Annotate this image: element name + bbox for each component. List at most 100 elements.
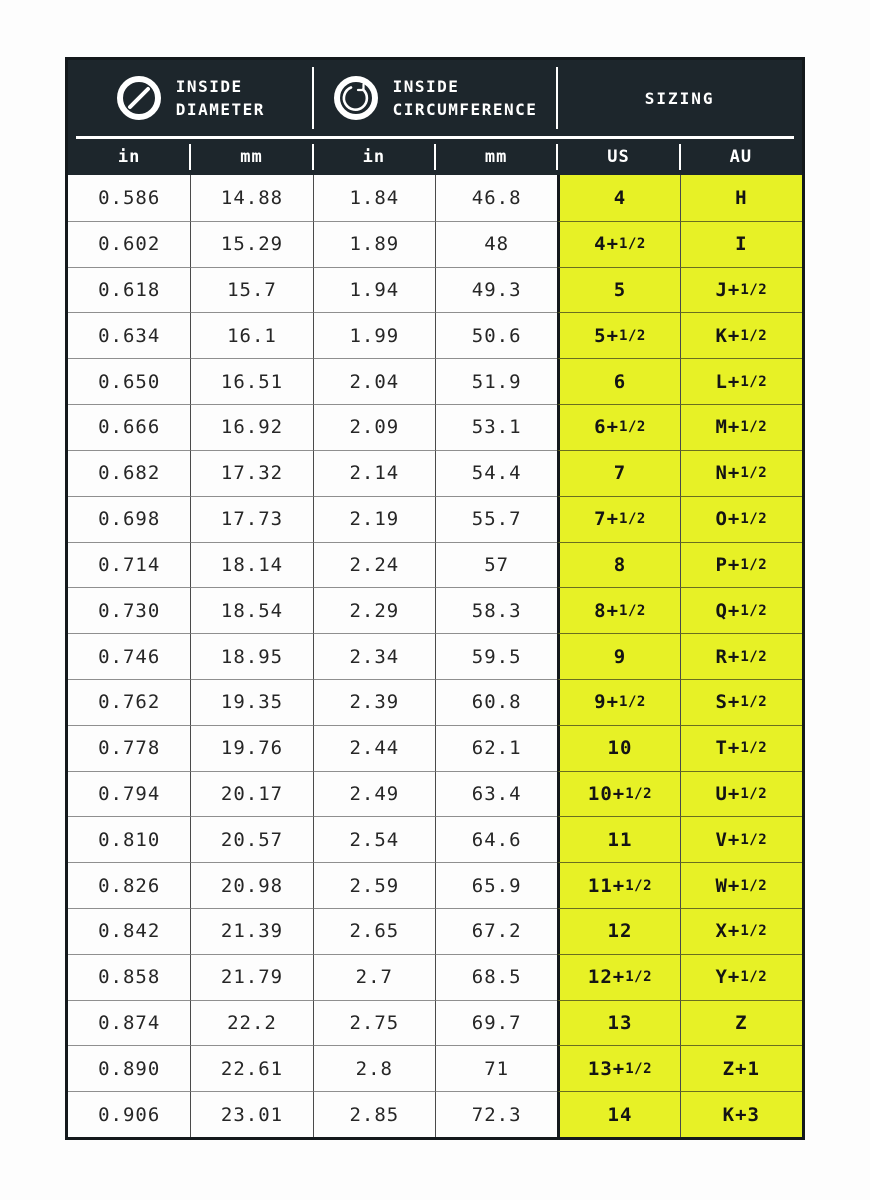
diameter-in-cell: 0.746 — [68, 633, 191, 679]
diameter-in-cell: 0.618 — [68, 266, 191, 313]
au-size-cell: Y+ 1/2 — [679, 953, 802, 1000]
diameter-mm-cell: 18.95 — [190, 633, 313, 679]
circumference-in-cell: 2.04 — [312, 358, 435, 405]
circumference-in-cell: 2.85 — [312, 1091, 435, 1138]
au-size-cell: J+ 1/2 — [679, 266, 802, 313]
circumference-icon — [333, 76, 378, 120]
circumference-in-cell: 2.49 — [312, 770, 435, 817]
header-inside-diameter: INSIDE DIAMETER — [68, 60, 313, 136]
circumference-in-cell: 2.75 — [312, 999, 435, 1046]
us-size-cell: 7 — [557, 449, 680, 496]
circumference-mm-cell: 71 — [435, 1045, 558, 1092]
au-size-cell: X+ 1/2 — [679, 908, 802, 954]
us-size-cell: 9+ 1/2 — [557, 678, 680, 725]
diameter-in-cell: 0.634 — [68, 312, 191, 359]
circumference-in-cell: 2.24 — [312, 541, 435, 588]
table-row: 0.618 15.7 1.94 49.3 5 J+ 1/2 — [68, 266, 802, 313]
table-row: 0.698 17.73 2.19 55.7 7+ 1/2 O+ 1/2 — [68, 495, 802, 542]
circumference-in-cell: 2.7 — [312, 953, 435, 1000]
diameter-mm-cell: 17.73 — [190, 495, 313, 542]
diameter-in-cell: 0.858 — [68, 953, 191, 1000]
au-size-cell: M+ 1/2 — [679, 404, 802, 450]
table-row: 0.762 19.35 2.39 60.8 9+ 1/2 S+ 1/2 — [68, 678, 802, 725]
diameter-in-cell: 0.794 — [68, 770, 191, 817]
circumference-mm-cell: 46.8 — [435, 175, 558, 221]
circumference-in-cell: 2.54 — [312, 816, 435, 863]
diameter-in-cell: 0.698 — [68, 495, 191, 542]
unit-sizing-au: AU — [678, 139, 802, 176]
header-sizing-label: SIZING — [644, 88, 715, 108]
diameter-mm-cell: 16.51 — [190, 358, 313, 405]
us-size-cell: 11+ 1/2 — [557, 862, 680, 908]
diameter-mm-cell: 17.32 — [190, 449, 313, 496]
us-size-cell: 7+ 1/2 — [557, 495, 680, 542]
circumference-in-cell: 2.09 — [312, 404, 435, 450]
diameter-in-cell: 0.842 — [68, 908, 191, 954]
unit-diameter-mm: mm — [189, 139, 312, 176]
diameter-in-cell: 0.714 — [68, 541, 191, 588]
au-size-cell: K+3 — [679, 1091, 802, 1138]
us-size-cell: 8 — [557, 541, 680, 588]
us-size-cell: 12 — [557, 908, 680, 954]
au-size-cell: H — [679, 175, 802, 221]
au-size-cell: V+ 1/2 — [679, 816, 802, 863]
diameter-mm-cell: 23.01 — [190, 1091, 313, 1138]
diameter-in-cell: 0.890 — [68, 1045, 191, 1092]
diameter-in-cell: 0.874 — [68, 999, 191, 1046]
circumference-in-cell: 1.84 — [312, 175, 435, 221]
circumference-in-cell: 2.59 — [312, 862, 435, 908]
circumference-in-cell: 2.14 — [312, 449, 435, 496]
circumference-in-cell: 2.34 — [312, 633, 435, 679]
circumference-in-cell: 2.65 — [312, 908, 435, 954]
diameter-mm-cell: 19.35 — [190, 678, 313, 725]
header-inside-circumference-label: INSIDE CIRCUMFERENCE — [393, 75, 538, 121]
table-row: 0.602 15.29 1.89 48 4+ 1/2 I — [68, 220, 802, 267]
us-size-cell: 6 — [557, 358, 680, 405]
circumference-in-cell: 1.99 — [312, 312, 435, 359]
diameter-in-cell: 0.826 — [68, 862, 191, 908]
diameter-mm-cell: 15.29 — [190, 220, 313, 267]
table-row: 0.682 17.32 2.14 54.4 7 N+ 1/2 — [68, 449, 802, 496]
diameter-in-cell: 0.650 — [68, 358, 191, 405]
circumference-in-cell: 2.29 — [312, 587, 435, 634]
circumference-in-cell: 1.89 — [312, 220, 435, 267]
us-size-cell: 12+ 1/2 — [557, 953, 680, 1000]
circumference-mm-cell: 65.9 — [435, 862, 558, 908]
circumference-in-cell: 1.94 — [312, 266, 435, 313]
unit-circumference-mm: mm — [433, 139, 557, 176]
table-body: 0.586 14.88 1.84 46.8 4 H 0.602 15.29 1.89 48 4+ 1/… — [68, 175, 802, 1138]
diameter-in-cell: 0.586 — [68, 175, 191, 221]
unit-circumference-in: in — [311, 139, 435, 176]
us-size-cell: 6+ 1/2 — [557, 404, 680, 450]
diameter-in-cell: 0.906 — [68, 1091, 191, 1138]
table-row: 0.634 16.1 1.99 50.6 5+ 1/2 K+ 1/2 — [68, 312, 802, 359]
diameter-in-cell: 0.682 — [68, 449, 191, 496]
table-row: 0.858 21.79 2.7 68.5 12+ 1/2 Y+ 1/2 — [68, 953, 802, 1000]
au-size-cell: K+ 1/2 — [679, 312, 802, 359]
us-size-cell: 14 — [557, 1091, 680, 1138]
circumference-in-cell: 2.39 — [312, 678, 435, 725]
au-size-cell: I — [679, 220, 802, 267]
header-groups-row: INSIDE DIAMETER INSIDE CIRCUMFERENCE — [68, 60, 802, 136]
circumference-mm-cell: 49.3 — [435, 266, 558, 313]
circumference-mm-cell: 57 — [435, 541, 558, 588]
header-line: CIRCUMFERENCE — [392, 100, 538, 119]
us-size-cell: 8+ 1/2 — [557, 587, 680, 634]
header-line: DIAMETER — [175, 100, 265, 119]
au-size-cell: P+ 1/2 — [679, 541, 802, 588]
au-size-cell: R+ 1/2 — [679, 633, 802, 679]
au-size-cell: L+ 1/2 — [679, 358, 802, 405]
us-size-cell: 5+ 1/2 — [557, 312, 680, 359]
diameter-mm-cell: 18.54 — [190, 587, 313, 634]
circumference-mm-cell: 69.7 — [435, 999, 558, 1046]
diameter-mm-cell: 20.98 — [190, 862, 313, 908]
diameter-mm-cell: 15.7 — [190, 266, 313, 313]
header-line: INSIDE — [175, 76, 243, 96]
table-row: 0.586 14.88 1.84 46.8 4 H — [68, 175, 802, 221]
diameter-mm-cell: 18.14 — [190, 541, 313, 588]
au-size-cell: W+ 1/2 — [679, 862, 802, 908]
au-size-cell: N+ 1/2 — [679, 449, 802, 496]
diameter-in-cell: 0.602 — [68, 220, 191, 267]
circumference-mm-cell: 63.4 — [435, 770, 558, 817]
units-row: in mm in mm US AU — [68, 139, 802, 176]
